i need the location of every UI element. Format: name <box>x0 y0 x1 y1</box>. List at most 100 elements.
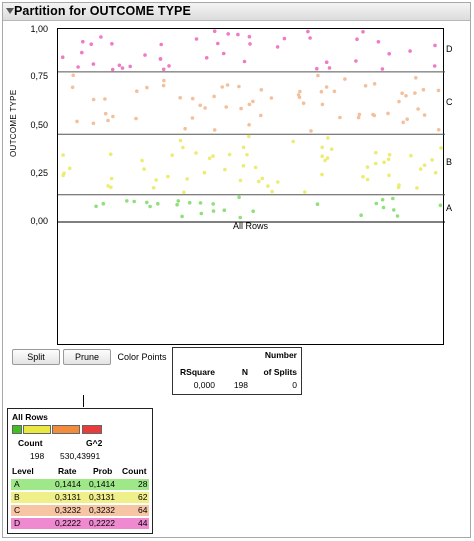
data-point-b[interactable] <box>109 185 113 190</box>
tree-node-all-rows[interactable]: All Rows Count G^2 198 530,43991 Level R… <box>7 408 153 534</box>
data-point-b[interactable] <box>61 153 65 157</box>
data-point-b[interactable] <box>433 170 438 175</box>
data-point-a[interactable] <box>438 203 443 208</box>
data-point-c[interactable] <box>75 119 79 124</box>
data-point-c[interactable] <box>372 82 377 86</box>
data-point-c[interactable] <box>401 120 406 125</box>
data-point-b[interactable] <box>329 147 334 151</box>
data-point-b[interactable] <box>320 145 325 150</box>
data-point-b[interactable] <box>108 152 113 156</box>
data-point-b[interactable] <box>181 145 185 150</box>
data-point-b[interactable] <box>241 145 246 150</box>
data-point-a[interactable] <box>395 214 400 218</box>
data-point-b[interactable] <box>387 152 392 157</box>
data-point-c[interactable] <box>332 89 337 94</box>
data-point-b[interactable] <box>154 178 158 182</box>
data-point-a[interactable] <box>315 202 320 206</box>
data-point-a[interactable] <box>94 204 98 209</box>
data-point-c[interactable] <box>259 88 264 92</box>
data-point-b[interactable] <box>270 189 274 194</box>
data-point-b[interactable] <box>67 166 72 171</box>
color-points-button[interactable]: Color Points <box>117 352 167 362</box>
data-point-c[interactable] <box>103 97 107 101</box>
data-point-b[interactable] <box>207 156 212 161</box>
data-point-c[interactable] <box>386 111 390 116</box>
data-point-c[interactable] <box>71 73 75 78</box>
data-point-c[interactable] <box>338 115 342 120</box>
data-point-b[interactable] <box>373 161 378 166</box>
data-point-c[interactable] <box>309 129 313 133</box>
data-point-b[interactable] <box>266 184 270 188</box>
data-point-d[interactable] <box>159 42 163 47</box>
data-point-b[interactable] <box>291 139 295 144</box>
data-point-b[interactable] <box>211 154 215 158</box>
data-point-d[interactable] <box>226 32 230 36</box>
data-point-d[interactable] <box>80 50 84 55</box>
data-point-d[interactable] <box>248 42 252 46</box>
data-point-c[interactable] <box>224 105 228 109</box>
partition-plot-graphic[interactable] <box>58 29 445 346</box>
data-point-d[interactable] <box>354 59 358 63</box>
data-point-d[interactable] <box>167 64 171 68</box>
data-point-d[interactable] <box>60 55 65 59</box>
data-point-b[interactable] <box>166 174 170 179</box>
data-point-b[interactable] <box>182 190 186 195</box>
data-point-c[interactable] <box>416 107 420 111</box>
data-point-d[interactable] <box>355 37 359 41</box>
data-point-c[interactable] <box>404 94 408 98</box>
data-point-c[interactable] <box>145 85 149 90</box>
partition-plot[interactable] <box>57 28 445 346</box>
data-point-d[interactable] <box>376 40 381 44</box>
data-point-a[interactable] <box>125 199 129 203</box>
data-point-d[interactable] <box>76 65 80 69</box>
data-point-d[interactable] <box>433 43 437 48</box>
data-point-b[interactable] <box>325 156 330 160</box>
data-point-b[interactable] <box>140 158 144 163</box>
data-point-b[interactable] <box>194 151 198 155</box>
data-point-c[interactable] <box>135 89 139 93</box>
split-button[interactable]: Split <box>12 349 60 365</box>
data-point-c[interactable] <box>324 85 329 89</box>
data-point-c[interactable] <box>70 85 75 90</box>
data-point-c[interactable] <box>259 113 263 118</box>
data-point-c[interactable] <box>319 89 324 94</box>
data-point-d[interactable] <box>89 42 93 46</box>
data-point-a[interactable] <box>380 197 385 202</box>
prune-button[interactable]: Prune <box>63 349 111 365</box>
data-point-b[interactable] <box>253 165 258 170</box>
data-point-b[interactable] <box>109 176 114 181</box>
data-point-b[interactable] <box>257 179 261 184</box>
data-point-a[interactable] <box>222 208 227 212</box>
data-point-d[interactable] <box>99 35 103 39</box>
data-point-c[interactable] <box>413 91 417 95</box>
data-point-a[interactable] <box>211 209 216 213</box>
data-point-c[interactable] <box>190 96 195 101</box>
data-point-c[interactable] <box>357 112 362 117</box>
data-point-c[interactable] <box>363 84 368 88</box>
data-point-c[interactable] <box>225 83 230 87</box>
data-point-d[interactable] <box>387 52 392 56</box>
data-point-b[interactable] <box>185 177 189 181</box>
data-point-b[interactable] <box>361 175 365 179</box>
data-point-c[interactable] <box>422 113 427 117</box>
data-point-c[interactable] <box>183 126 187 131</box>
data-point-d[interactable] <box>110 67 115 72</box>
data-point-d[interactable] <box>110 42 114 46</box>
data-point-b[interactable] <box>320 154 325 158</box>
data-point-d[interactable] <box>216 41 220 46</box>
data-point-c[interactable] <box>237 84 241 89</box>
data-point-a[interactable] <box>175 202 179 207</box>
data-point-c[interactable] <box>343 77 347 81</box>
data-point-b[interactable] <box>387 173 391 178</box>
data-point-c[interactable] <box>400 91 404 95</box>
data-point-a[interactable] <box>101 201 106 206</box>
data-point-b[interactable] <box>365 177 370 182</box>
data-point-c[interactable] <box>190 116 195 120</box>
data-point-d[interactable] <box>81 39 85 44</box>
data-point-a[interactable] <box>187 200 192 205</box>
data-point-b[interactable] <box>238 178 243 183</box>
data-point-b[interactable] <box>227 152 232 157</box>
data-point-c[interactable] <box>212 128 217 132</box>
data-point-a[interactable] <box>211 202 215 206</box>
data-point-d[interactable] <box>275 45 280 49</box>
